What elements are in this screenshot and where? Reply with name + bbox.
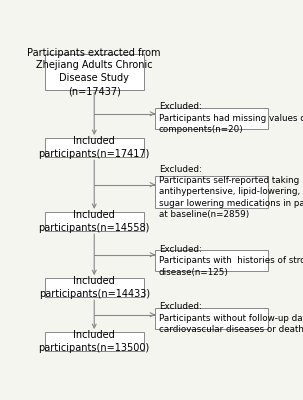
Text: Excluded:
Participants with  histories of stroke or  heart
disease(n=125): Excluded: Participants with histories of… <box>159 245 303 277</box>
FancyBboxPatch shape <box>45 332 144 351</box>
Text: Excluded:
Participants had missing values on MetS
components(n=20): Excluded: Participants had missing value… <box>159 102 303 134</box>
Text: Included
participants(n=13500): Included participants(n=13500) <box>38 330 150 353</box>
FancyBboxPatch shape <box>45 138 144 157</box>
FancyBboxPatch shape <box>155 250 268 271</box>
FancyBboxPatch shape <box>155 308 268 329</box>
Text: Excluded:
Participants without follow-up data regarding
cardiovascular diseases : Excluded: Participants without follow-up… <box>159 302 303 334</box>
FancyBboxPatch shape <box>155 108 268 129</box>
FancyBboxPatch shape <box>45 212 144 231</box>
Text: Participants extracted from
Zhejiang Adults Chronic
Disease Study
(n=17437): Participants extracted from Zhejiang Adu… <box>28 48 161 96</box>
FancyBboxPatch shape <box>45 278 144 298</box>
Text: Included
participants(n=14558): Included participants(n=14558) <box>38 210 150 233</box>
Text: Included
participants(n=17417): Included participants(n=17417) <box>38 136 150 159</box>
Text: Excluded:
Participants self-reported taking
antihypertensive, lipid-lowering, or: Excluded: Participants self-reported tak… <box>159 164 303 219</box>
FancyBboxPatch shape <box>155 176 268 208</box>
Text: Included
participants(n=14433): Included participants(n=14433) <box>39 276 150 299</box>
FancyBboxPatch shape <box>45 54 144 90</box>
